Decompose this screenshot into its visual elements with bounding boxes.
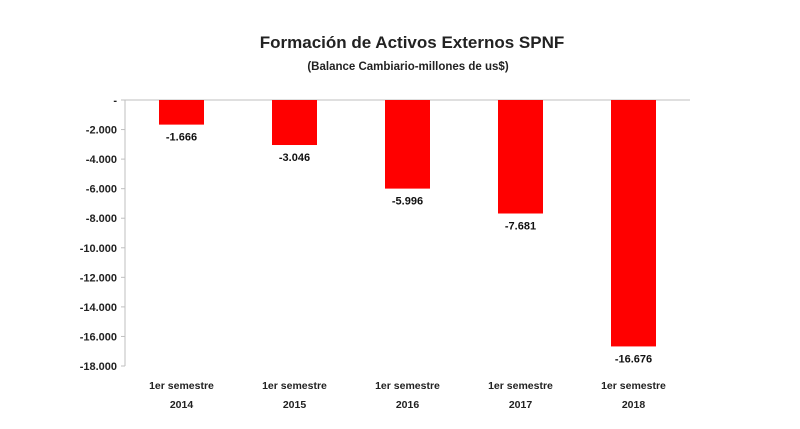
axis-layer: - -2.000 -4.000 -6.000 -8.000 -10.000 -12.000 -… — [80, 95, 690, 373]
bar-value-label: -7.681 — [505, 221, 536, 233]
bar — [272, 100, 317, 146]
x-category-year: 2016 — [396, 399, 420, 411]
x-category-year: 2017 — [509, 399, 533, 411]
bar — [611, 100, 656, 347]
y-tick-label: -10.000 — [80, 243, 117, 255]
x-category-label: 1er semestre — [262, 380, 327, 392]
y-tick-label: -12.000 — [80, 272, 117, 284]
bar-layer — [159, 100, 656, 347]
y-tick-label: -16.000 — [80, 331, 117, 343]
y-tick-label: -14.000 — [80, 302, 117, 314]
y-tick-label: - — [113, 95, 117, 107]
x-category-label: 1er semestre — [601, 380, 666, 392]
y-tick-label: -4.000 — [86, 154, 117, 166]
x-category-year: 2015 — [283, 399, 307, 411]
chart-title: Formación de Activos Externos SPNF — [260, 33, 565, 52]
bar-value-label: -5.996 — [392, 196, 423, 208]
bar-value-label: -1.666 — [166, 132, 197, 144]
y-tick-label: -2.000 — [86, 125, 117, 137]
x-category-label: 1er semestre — [375, 380, 440, 392]
x-category-label: 1er semestre — [488, 380, 553, 392]
bar-value-label: -3.046 — [279, 152, 310, 164]
label-layer: -1.666 1er semestre 2014 -3.046 1er semestre… — [149, 132, 666, 411]
bar-value-label: -16.676 — [615, 353, 652, 365]
bar — [159, 100, 204, 125]
x-category-label: 1er semestre — [149, 380, 214, 392]
y-tick-label: -8.000 — [86, 213, 117, 225]
x-category-year: 2014 — [170, 399, 194, 411]
y-tick-label: -18.000 — [80, 361, 117, 373]
bar — [385, 100, 430, 189]
x-category-year: 2018 — [622, 399, 646, 411]
chart-subtitle: (Balance Cambiario-millones de us$) — [307, 61, 508, 73]
bar — [498, 100, 543, 214]
y-tick-label: -6.000 — [86, 184, 117, 196]
